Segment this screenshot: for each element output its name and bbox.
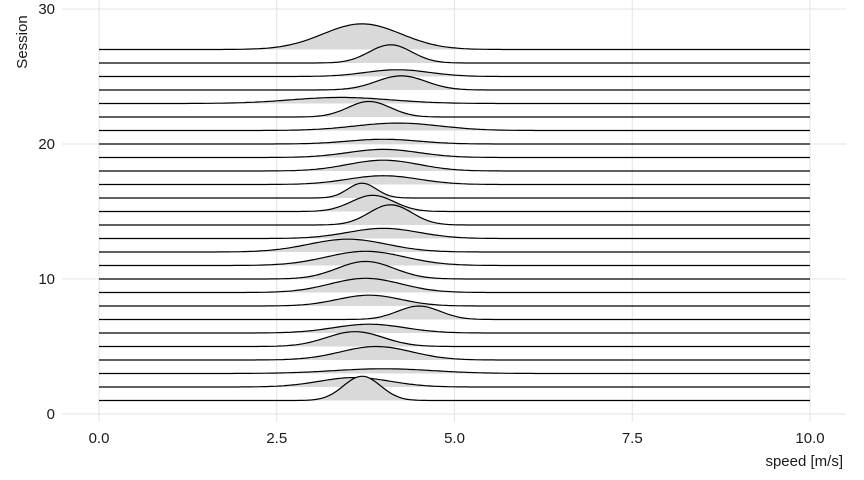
ridge-session-1 <box>99 375 810 402</box>
ridge-line <box>99 44 810 64</box>
ridge-session-22 <box>99 100 810 118</box>
ridge-session-12 <box>99 238 810 253</box>
ridge-session-15 <box>99 194 810 213</box>
ridge-line <box>99 294 810 307</box>
ridge-line <box>99 23 810 51</box>
ridge-session-25 <box>99 69 810 78</box>
ridge-line <box>99 238 810 253</box>
ridge-fill <box>99 306 810 320</box>
x-tick-label: 7.5 <box>622 430 643 447</box>
ridge-line <box>99 122 810 132</box>
ridge-line <box>99 377 810 388</box>
ridge-session-7 <box>99 305 810 321</box>
ridge-session-27 <box>99 23 810 51</box>
x-tick-label: 0.0 <box>89 430 110 447</box>
ridge-session-16 <box>99 182 810 199</box>
x-axis-title: speed [m/s] <box>765 453 843 470</box>
x-tick-labels: 0.0 2.5 5.0 7.5 10.0 <box>89 430 825 447</box>
y-tick-label: 20 <box>38 136 55 153</box>
ridgeline-series <box>99 23 810 402</box>
ridge-session-5 <box>99 331 810 348</box>
ridge-session-24 <box>99 75 810 91</box>
x-tick-label: 5.0 <box>444 430 465 447</box>
ridge-session-9 <box>99 277 810 294</box>
ridge-session-2 <box>99 377 810 388</box>
ridge-session-10 <box>99 260 810 280</box>
ridge-fill <box>99 123 810 131</box>
ridge-line <box>99 250 810 267</box>
ridge-line <box>99 260 810 280</box>
ridge-session-21 <box>99 122 810 132</box>
ridge-session-19 <box>99 148 810 159</box>
x-tick-label: 10.0 <box>795 430 824 447</box>
ridge-line <box>99 100 810 118</box>
ridge-session-13 <box>99 227 810 240</box>
ridge-line <box>99 148 810 159</box>
ridge-line <box>99 323 810 334</box>
ridge-line <box>99 175 810 186</box>
ridge-line <box>99 305 810 321</box>
ridge-fill <box>99 368 810 374</box>
x-tick-label: 2.5 <box>266 430 287 447</box>
y-axis-title: Session <box>14 15 31 68</box>
ridge-line <box>99 75 810 91</box>
y-tick-label: 0 <box>47 406 55 423</box>
ridge-session-17 <box>99 175 810 186</box>
ridge-session-20 <box>99 138 810 145</box>
ridge-session-23 <box>99 96 810 105</box>
ridge-line <box>99 182 810 199</box>
ridge-line <box>99 96 810 105</box>
ridge-line <box>99 368 810 375</box>
ridge-session-3 <box>99 368 810 375</box>
ridge-line <box>99 194 810 213</box>
ridge-session-14 <box>99 204 810 226</box>
ridge-line <box>99 69 810 78</box>
ridge-line <box>99 204 810 226</box>
ridge-line <box>99 345 810 361</box>
ridge-session-26 <box>99 44 810 64</box>
ridge-session-11 <box>99 250 810 267</box>
ridge-line <box>99 331 810 348</box>
y-tick-label: 10 <box>38 271 55 288</box>
ridge-line <box>99 138 810 145</box>
ridge-session-18 <box>99 159 810 172</box>
ridge-line <box>99 227 810 240</box>
ridge-session-4 <box>99 345 810 361</box>
ridge-fill <box>99 97 810 104</box>
ridge-line <box>99 375 810 402</box>
y-tick-labels: 0 10 20 30 <box>38 1 55 423</box>
ridge-line <box>99 159 810 172</box>
ridge-session-8 <box>99 294 810 307</box>
ridge-line <box>99 277 810 294</box>
ridge-session-6 <box>99 323 810 334</box>
y-tick-label: 30 <box>38 1 55 18</box>
